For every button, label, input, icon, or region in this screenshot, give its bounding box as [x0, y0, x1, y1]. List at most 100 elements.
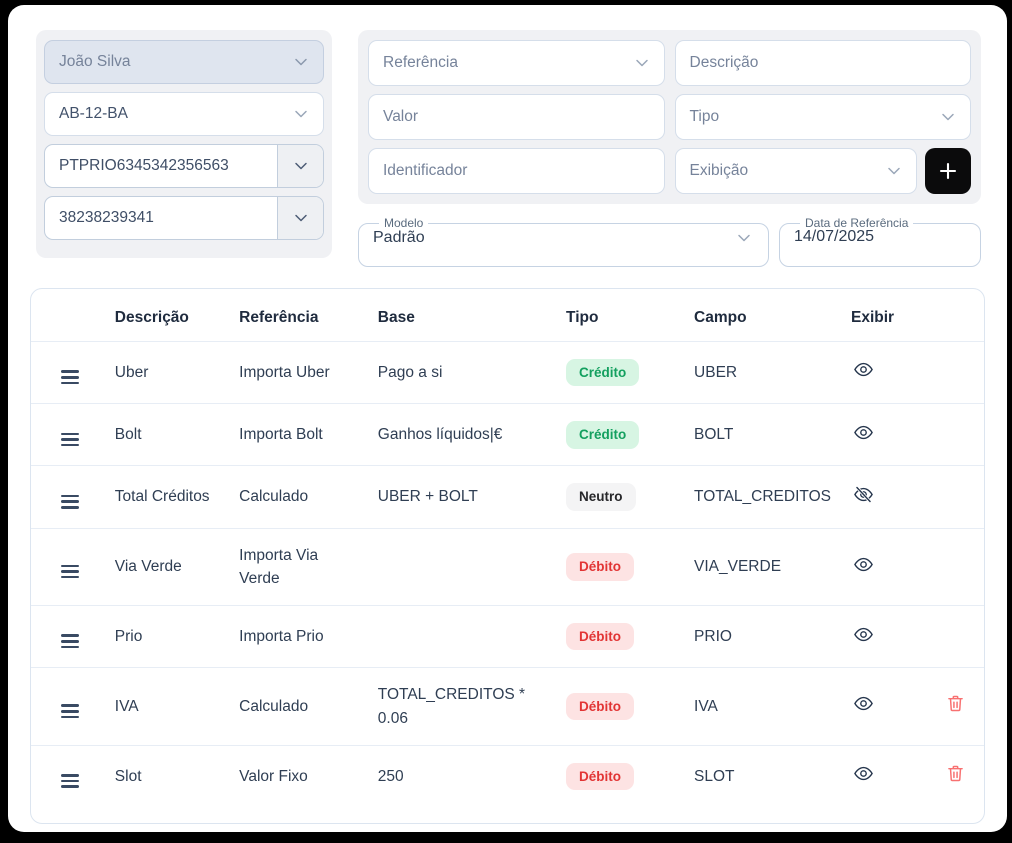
cell-descricao: Uber	[104, 340, 230, 404]
cell-referencia: Calculado	[229, 465, 368, 529]
drag-handle-icon[interactable]	[59, 770, 81, 792]
delete-row-button[interactable]	[943, 761, 968, 786]
header-base: Base	[377, 309, 415, 326]
exibicao-add-cell: Exibição	[674, 148, 971, 194]
cell-descricao: IVA	[104, 667, 230, 746]
header-descricao: Descrição	[114, 309, 189, 326]
table-header-row: Descrição Referência Base Tipo Campo Exi…	[31, 289, 984, 342]
cell-base: Pago a si	[367, 340, 557, 404]
cell-base: UBER + BOLT	[367, 465, 557, 529]
phone-combobox[interactable]: 38238239341	[44, 196, 324, 240]
modelo-select[interactable]: Modelo Padrão	[358, 217, 769, 267]
drag-handle-icon[interactable]	[59, 366, 81, 388]
cell-base	[367, 605, 557, 668]
iban-dropdown-button[interactable]	[277, 145, 323, 187]
drag-handle-icon[interactable]	[59, 429, 81, 451]
tipo-select[interactable]: Tipo	[674, 94, 971, 140]
chevron-down-icon	[295, 110, 307, 118]
eye-icon	[854, 627, 873, 641]
valor-input[interactable]	[368, 94, 665, 140]
table-row-uber: Uber Importa Uber Pago a si Crédito UBER	[31, 340, 984, 404]
eye-icon	[854, 767, 873, 781]
drag-handle-icon[interactable]	[59, 700, 81, 722]
exibicao-select[interactable]: Exibição	[674, 148, 917, 194]
referencia-select-placeholder: Referência	[383, 54, 458, 71]
header-tipo: Tipo	[566, 309, 599, 326]
drag-handle-icon[interactable]	[59, 561, 81, 583]
cell-descricao: Bolt	[104, 403, 230, 466]
cell-descricao: Via Verde	[104, 527, 230, 606]
visibility-toggle-button[interactable]	[851, 761, 876, 786]
chevron-down-icon	[294, 162, 307, 170]
visibility-toggle-button[interactable]	[851, 420, 876, 445]
cell-campo: SLOT	[684, 744, 841, 807]
plate-select-value: AB-12-BA	[59, 105, 128, 122]
visibility-toggle-button[interactable]	[851, 622, 876, 647]
visibility-toggle-button[interactable]	[851, 552, 876, 577]
table-row-via-verde: Via Verde Importa Via Verde Débito VIA_V…	[31, 527, 984, 606]
table-row-prio: Prio Importa Prio Débito PRIO	[31, 605, 984, 668]
iban-value: PTPRIO6345342356563	[59, 157, 229, 174]
data-referencia-field[interactable]: Data de Referência 14/07/2025	[779, 217, 981, 267]
cell-campo: TOTAL_CREDITOS	[684, 465, 841, 529]
entity-selector-panel: João Silva AB-12-BA PTPRIO6345342356563 …	[36, 30, 332, 258]
chevron-down-icon	[294, 214, 307, 222]
descricao-input[interactable]	[674, 40, 971, 86]
trash-icon	[947, 765, 963, 782]
tipo-badge: Neutro	[566, 483, 636, 511]
cell-referencia: Importa Via Verde	[229, 527, 368, 606]
table-row-bolt: Bolt Importa Bolt Ganhos líquidos|€ Créd…	[31, 403, 984, 466]
referencia-select[interactable]: Referência	[368, 40, 665, 86]
cell-campo: VIA_VERDE	[684, 527, 841, 606]
iban-combobox[interactable]: PTPRIO6345342356563	[44, 144, 324, 188]
tipo-badge: Crédito	[566, 358, 640, 387]
cell-base: TOTAL_CREDITOS * 0.06	[367, 667, 557, 746]
eye-icon	[854, 363, 873, 377]
drag-handle-icon[interactable]	[59, 491, 81, 513]
cell-base: Ganhos líquidos|€	[367, 403, 557, 466]
cell-descricao: Slot	[104, 744, 230, 807]
cell-referencia: Importa Bolt	[229, 403, 368, 466]
chevron-down-icon	[635, 59, 648, 67]
eye-icon	[854, 697, 873, 711]
identificador-input[interactable]	[368, 148, 665, 194]
cell-descricao: Prio	[104, 605, 230, 668]
data-referencia-value: 14/07/2025	[794, 228, 875, 245]
cell-campo: PRIO	[684, 605, 841, 668]
drag-handle-icon[interactable]	[59, 630, 81, 652]
cell-base: 250	[367, 744, 557, 807]
chevron-down-icon	[942, 113, 954, 121]
line-items-table-card: Descrição Referência Base Tipo Campo Exi…	[30, 288, 985, 824]
tipo-badge: Crédito	[566, 421, 640, 449]
trash-icon	[947, 696, 963, 712]
main-card: João Silva AB-12-BA PTPRIO6345342356563 …	[8, 5, 1007, 832]
cell-campo: UBER	[684, 340, 841, 404]
plate-select[interactable]: AB-12-BA	[44, 92, 324, 136]
cell-campo: BOLT	[684, 403, 841, 466]
driver-select-value: João Silva	[59, 53, 131, 70]
eye-icon	[854, 557, 873, 571]
filters-section: João Silva AB-12-BA PTPRIO6345342356563 …	[8, 5, 1007, 267]
table-row-slot: Slot Valor Fixo 250 Débito SLOT	[31, 744, 984, 807]
eye-icon	[854, 425, 873, 439]
eye-off-icon	[853, 485, 874, 503]
header-campo: Campo	[694, 309, 747, 326]
tipo-badge: Débito	[566, 692, 635, 721]
line-item-fields-panel: Referência Tipo Exibição	[358, 30, 981, 204]
visibility-toggle-button[interactable]	[851, 357, 876, 382]
header-referencia: Referência	[239, 309, 319, 326]
table-row-iva: IVA Calculado TOTAL_CREDITOS * 0.06 Débi…	[31, 667, 984, 746]
delete-row-button[interactable]	[943, 691, 968, 716]
chevron-down-icon	[738, 234, 750, 242]
tipo-badge: Débito	[566, 762, 635, 791]
driver-select[interactable]: João Silva	[44, 40, 324, 84]
line-item-form: Referência Tipo Exibição	[358, 30, 981, 267]
add-line-item-button[interactable]	[925, 148, 971, 194]
visibility-toggle-button[interactable]	[851, 691, 876, 716]
cell-campo: IVA	[684, 667, 841, 746]
cell-base	[367, 527, 557, 606]
visibility-toggle-button[interactable]	[851, 482, 876, 507]
tipo-badge: Débito	[566, 622, 635, 651]
model-date-row: Modelo Padrão Data de Referência 14/07/2…	[358, 217, 981, 267]
phone-dropdown-button[interactable]	[277, 197, 323, 239]
